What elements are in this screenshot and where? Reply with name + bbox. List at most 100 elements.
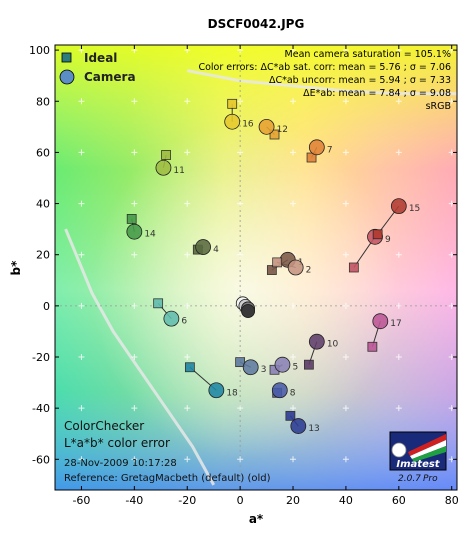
grid-mark (184, 98, 191, 105)
gamut-curves (64, 69, 457, 486)
grid-mark (184, 251, 191, 258)
camera-marker (274, 356, 291, 373)
grid-mark (78, 149, 85, 156)
ideal-marker (184, 362, 195, 373)
grid-mark (237, 251, 244, 258)
grid-mark (290, 200, 297, 207)
grid-mark (237, 456, 244, 463)
stats-block: Mean camera saturation = 105.1% Color er… (198, 49, 451, 112)
legend-camera-label: Camera (84, 70, 136, 84)
x-tick-label: 60 (392, 494, 406, 507)
x-axis-label: a* (249, 512, 264, 526)
grid-mark (131, 405, 138, 412)
y-tick-label: 60 (36, 146, 50, 159)
gamut-curve-0 (64, 228, 216, 486)
camera-marker (195, 239, 212, 255)
y-tick-label: -60 (32, 453, 50, 466)
grid-mark (290, 98, 297, 105)
camera-marker (224, 113, 241, 130)
camera-marker (208, 382, 225, 399)
ideal-marker (153, 298, 164, 309)
footer-block: ColorChecker L*a*b* color error 28-Nov-2… (64, 419, 271, 484)
patch-number: 7 (327, 145, 333, 155)
ideal-marker (348, 262, 359, 273)
stat-de: ΔE*ab: mean = 7.84 ; σ = 9.08 (303, 88, 451, 99)
patch-number: 14 (144, 230, 156, 240)
y-tick-label: 0 (43, 300, 50, 313)
camera-marker (258, 118, 275, 135)
camera-marker (126, 223, 143, 240)
x-tick-label: 40 (339, 494, 353, 507)
logo-text: Imatest (396, 459, 440, 470)
patch-number: 8 (290, 388, 296, 398)
patch-number: 6 (181, 317, 187, 327)
grid-mark (237, 149, 244, 156)
grid-mark (184, 456, 191, 463)
grid-mark (342, 302, 349, 309)
grid-mark (342, 200, 349, 207)
grid-mark (395, 405, 402, 412)
grid-mark (395, 149, 402, 156)
grid-mark (78, 251, 85, 258)
camera-marker (287, 259, 304, 276)
grid-mark (342, 405, 349, 412)
patch-number: 15 (409, 204, 420, 214)
y-tick-label: -20 (32, 351, 50, 364)
grid-mark (290, 405, 297, 412)
grid-mark (342, 354, 349, 361)
y-tick-label: 100 (29, 44, 50, 57)
grid-mark (290, 302, 297, 309)
ideal-marker (235, 357, 246, 368)
stat-dc-sat-corr: Color errors: ΔC*ab sat. corr: mean = 5.… (198, 62, 451, 73)
ideal-marker (372, 229, 383, 240)
x-tick-label: -60 (72, 494, 90, 507)
y-tick-label: 80 (36, 95, 50, 108)
legend: Ideal Camera (59, 51, 136, 85)
grid-mark (78, 354, 85, 361)
ideal-marker (303, 359, 314, 370)
data-points: 123456789101112131415161718 (126, 98, 420, 434)
patch-number: 2 (306, 266, 312, 276)
plot-area: 123456789101112131415161718 (55, 45, 457, 490)
x-tick-label: 0 (237, 494, 244, 507)
grid-mark (237, 98, 244, 105)
stat-saturation: Mean camera saturation = 105.1% (285, 49, 451, 60)
grid-mark (184, 149, 191, 156)
grid-mark (342, 149, 349, 156)
legend-ideal-marker (61, 52, 72, 63)
legend-ideal-label: Ideal (84, 51, 117, 65)
logo-version: 2.0.7 (398, 474, 421, 484)
grid-mark (131, 302, 138, 309)
patch-number: 10 (327, 340, 339, 350)
stat-dc-uncorr: ΔC*ab uncorr: mean = 5.94 ; σ = 7.33 (269, 75, 451, 86)
grid-mark (78, 456, 85, 463)
grid-mark (131, 200, 138, 207)
patch-number: 12 (277, 125, 288, 135)
ideal-marker (126, 214, 137, 224)
footer-title: ColorChecker (64, 419, 144, 433)
grid-mark (184, 200, 191, 207)
ideal-marker (272, 257, 283, 268)
ideal-marker (266, 265, 277, 275)
y-tick-label: -40 (32, 402, 50, 415)
imatest-logo: Imatest 2.0.7 Pro (389, 431, 447, 484)
ideal-marker (285, 410, 296, 421)
ideal-marker (161, 150, 171, 160)
chart-title: DSCF0042.JPG (208, 17, 305, 31)
grid-mark (342, 98, 349, 105)
footer-subtitle: L*a*b* color error (64, 436, 170, 450)
grid-mark (131, 354, 138, 361)
grid-mark (395, 98, 402, 105)
patch-number: 4 (213, 245, 219, 255)
y-tick-label: 20 (36, 249, 50, 262)
ideal-marker (367, 341, 378, 352)
patch-number: 16 (242, 120, 254, 130)
y-axis-label: b* (9, 260, 23, 276)
stat-colorspace: sRGB (426, 101, 451, 112)
patch-number: 18 (226, 388, 238, 398)
grid-mark (290, 149, 297, 156)
x-axis-ticks: -60 -40 -20 0 20 40 60 80 (72, 45, 459, 507)
camera-marker (390, 198, 407, 215)
ideal-marker (269, 129, 280, 140)
